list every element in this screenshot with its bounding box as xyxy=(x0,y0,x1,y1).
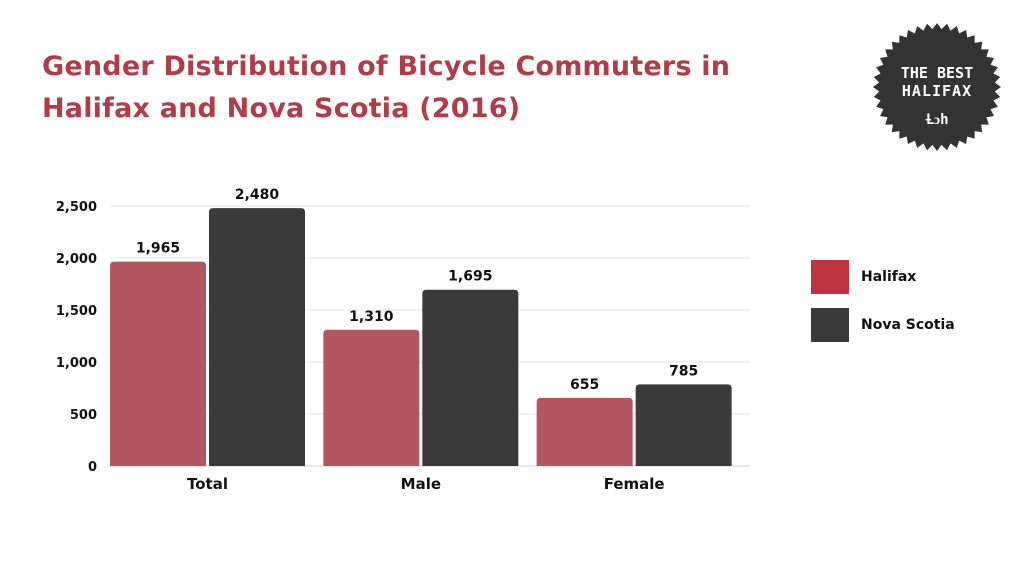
bar-halifax-total xyxy=(110,261,206,466)
bar-halifax-male xyxy=(323,329,420,466)
data-label-halifax-total: 1,965 xyxy=(136,241,180,257)
y-tick-label: 1,000 xyxy=(56,356,97,371)
data-label-nova-scotia-female: 785 xyxy=(669,363,698,379)
category-label-total: Total xyxy=(187,475,228,493)
logo-mark: Ƚↄh xyxy=(925,112,948,128)
x-axis-categories: Total Male Female xyxy=(187,475,665,493)
legend: Halifax Nova Scotia xyxy=(811,260,955,356)
data-label-nova-scotia-male: 1,695 xyxy=(448,269,492,285)
legend-label-halifax: Halifax xyxy=(861,269,917,285)
chart-title-line-1: Gender Distribution of Bicycle Commuters… xyxy=(42,51,731,82)
y-tick-label: 2,000 xyxy=(56,252,97,267)
logo-line-2: HALIFAX xyxy=(902,82,972,100)
bar-nova-scotia-total xyxy=(209,208,305,466)
logo-line-1: THE BEST xyxy=(901,64,973,82)
legend-swatch-halifax xyxy=(811,260,849,294)
legend-item-nova-scotia: Nova Scotia xyxy=(811,308,955,342)
logo-seal-shape xyxy=(873,23,1001,151)
y-tick-label: 1,500 xyxy=(56,304,97,319)
y-tick-label: 0 xyxy=(88,460,97,475)
chart-title-line-2: Halifax and Nova Scotia (2016) xyxy=(42,93,521,124)
legend-item-halifax: Halifax xyxy=(811,260,955,294)
data-label-halifax-female: 655 xyxy=(570,377,599,393)
y-axis-ticks: 0 500 1,000 1,500 2,000 2,500 xyxy=(56,200,97,475)
bar-nova-scotia-male xyxy=(422,289,519,466)
chart-title: Gender Distribution of Bicycle Commuters… xyxy=(42,46,802,130)
bar-nova-scotia-female xyxy=(635,384,732,466)
data-label-nova-scotia-total: 2,480 xyxy=(235,187,280,203)
bars xyxy=(110,208,732,466)
y-tick-label: 2,500 xyxy=(56,200,97,215)
legend-swatch-nova-scotia xyxy=(811,308,849,342)
bar-halifax-female xyxy=(536,397,633,466)
category-label-female: Female xyxy=(604,475,665,493)
legend-label-nova-scotia: Nova Scotia xyxy=(861,317,955,333)
y-tick-label: 500 xyxy=(70,408,97,423)
data-labels: 1,965 2,480 1,310 1,695 655 785 xyxy=(136,187,698,393)
category-label-male: Male xyxy=(401,475,441,493)
data-label-halifax-male: 1,310 xyxy=(349,309,394,325)
the-best-halifax-logo: THE BEST HALIFAX Ƚↄh xyxy=(873,23,1001,151)
